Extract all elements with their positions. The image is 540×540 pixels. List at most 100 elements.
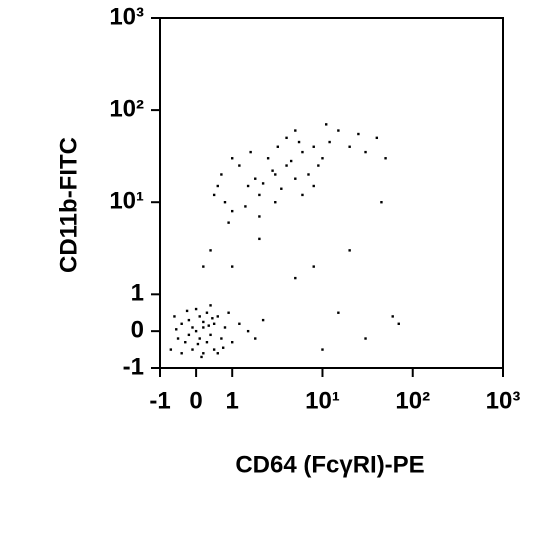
y-axis-label: CD11b-FITC xyxy=(55,137,82,273)
data-point xyxy=(258,215,261,218)
data-point xyxy=(258,193,261,197)
data-point xyxy=(175,328,178,331)
y-tick-label: 1 xyxy=(131,280,144,307)
y-tick-label: 10³ xyxy=(109,3,144,30)
data-point xyxy=(274,201,277,204)
data-point xyxy=(202,352,205,355)
data-point xyxy=(231,265,234,268)
plot-frame xyxy=(159,17,504,369)
data-point xyxy=(274,173,277,176)
y-tick-label: 10¹ xyxy=(109,188,144,215)
data-point xyxy=(337,311,340,314)
data-point xyxy=(223,326,227,329)
data-point xyxy=(194,329,198,333)
data-point xyxy=(357,132,360,136)
data-point xyxy=(209,304,212,307)
x-tick-label: 10¹ xyxy=(305,387,340,414)
data-point xyxy=(391,315,394,318)
data-point xyxy=(276,145,280,148)
data-point xyxy=(348,249,351,252)
data-point xyxy=(169,348,173,351)
x-axis-label: CD64 (FcγRI)-PE xyxy=(235,451,424,478)
data-point xyxy=(321,348,324,351)
x-tick-label: 0 xyxy=(189,387,202,414)
data-point xyxy=(220,173,223,176)
data-point xyxy=(200,355,203,359)
data-point xyxy=(212,193,216,197)
data-point xyxy=(231,341,234,344)
data-point xyxy=(209,333,212,337)
data-point xyxy=(220,337,223,340)
data-point xyxy=(246,184,250,188)
data-point xyxy=(194,307,198,311)
data-point xyxy=(205,311,209,314)
data-point xyxy=(227,311,230,314)
data-point xyxy=(285,164,288,167)
data-point xyxy=(397,322,400,325)
data-point xyxy=(198,337,201,340)
data-point xyxy=(223,201,227,204)
data-point xyxy=(294,276,297,280)
data-point xyxy=(244,205,247,208)
data-point xyxy=(221,346,225,349)
data-point xyxy=(285,136,288,140)
data-point xyxy=(294,129,297,132)
data-point xyxy=(202,326,205,329)
data-point xyxy=(191,348,194,351)
data-point xyxy=(184,341,187,344)
data-point xyxy=(173,315,176,318)
data-point xyxy=(249,150,252,154)
data-point xyxy=(312,184,315,188)
data-point xyxy=(380,201,383,204)
x-tick-label: -1 xyxy=(149,387,170,414)
data-point xyxy=(254,177,257,180)
data-point xyxy=(317,164,320,167)
data-point xyxy=(212,348,216,351)
data-point xyxy=(212,322,216,325)
data-point xyxy=(207,324,210,327)
data-point xyxy=(202,320,205,324)
data-point xyxy=(289,159,293,163)
data-point xyxy=(191,326,194,329)
data-point xyxy=(364,337,367,340)
data-point xyxy=(266,157,270,160)
data-point xyxy=(301,193,304,197)
data-point xyxy=(328,140,331,144)
data-point xyxy=(196,342,200,346)
data-point xyxy=(187,318,191,322)
data-point xyxy=(261,318,265,322)
y-tick-label: 10² xyxy=(109,95,144,122)
x-tick-label: 1 xyxy=(226,387,239,414)
data-point xyxy=(375,136,379,140)
data-point xyxy=(205,341,209,344)
data-point xyxy=(384,157,387,160)
data-point xyxy=(301,150,304,154)
data-point xyxy=(216,184,219,188)
x-tick-label: 10² xyxy=(395,387,430,414)
data-point xyxy=(294,177,297,180)
y-tick-label: -1 xyxy=(123,353,144,380)
data-point xyxy=(258,237,261,241)
data-point xyxy=(325,123,328,126)
data-point xyxy=(216,352,219,355)
data-point xyxy=(312,145,315,148)
data-point xyxy=(280,187,283,190)
data-point xyxy=(297,140,301,144)
data-point xyxy=(231,157,234,160)
data-point xyxy=(271,169,274,172)
data-point xyxy=(185,309,189,313)
data-point xyxy=(198,315,201,318)
data-point xyxy=(176,337,180,340)
data-point xyxy=(238,322,241,325)
data-point xyxy=(238,164,241,167)
data-point xyxy=(337,129,340,132)
data-point xyxy=(321,157,324,160)
data-point xyxy=(246,329,250,333)
data-point xyxy=(216,315,219,318)
data-point xyxy=(227,221,230,224)
data-point xyxy=(211,317,214,320)
data-point xyxy=(348,145,351,148)
y-tick-label: 0 xyxy=(131,317,144,344)
data-point xyxy=(231,209,234,213)
